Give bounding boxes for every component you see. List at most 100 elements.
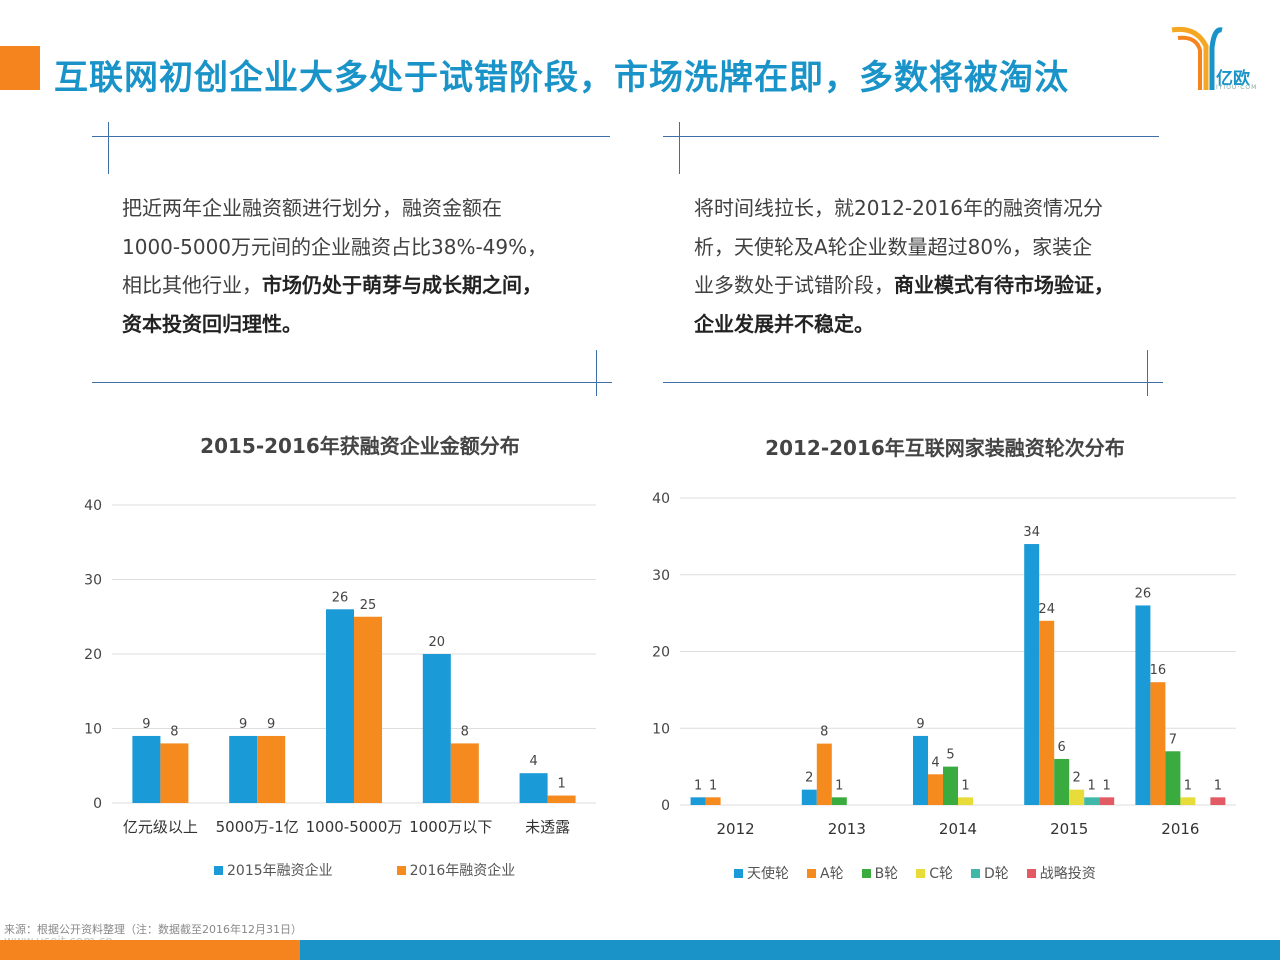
bar-4-2 [1165, 751, 1181, 805]
right-paragraph-line-2: 析，天使轮及A轮企业数量超过80%，家装企 [694, 234, 1093, 259]
legend-label: B轮 [874, 866, 899, 882]
chart-2-legend: 天使轮 A轮 B轮 C轮 D轮 战略投资 [734, 863, 1114, 883]
data-label: 4 [931, 755, 939, 770]
y-tick-label: 10 [84, 722, 102, 738]
logo-text: 亿欧 [1216, 69, 1250, 89]
data-label: 1 [1088, 778, 1096, 793]
bar-2-1 [354, 616, 382, 803]
legend-swatch [861, 868, 871, 878]
left-paragraph-line-3-bold: 市场仍处于萌芽与成长期之间， [262, 273, 542, 297]
x-tick-label: 2015 [1050, 820, 1088, 838]
legend-item: 2015年融资企业 [214, 860, 333, 880]
x-tick-label: 5000万-1亿 [216, 818, 299, 836]
bar-2-0 [913, 735, 928, 805]
x-tick-label: 2014 [939, 820, 977, 838]
chart-2-title: 2012-2016年互联网家装融资轮次分布 [765, 436, 1125, 460]
bar-3-1 [450, 743, 479, 803]
bar-2-3 [958, 797, 973, 805]
legend-swatch [916, 868, 926, 878]
title-marker [0, 46, 40, 90]
data-label: 2 [1073, 771, 1081, 786]
right-paragraph-line-4: 企业发展并不稳定。 [694, 305, 1164, 344]
page-title: 互联网初创企业大多处于试错阶段，市场洗牌在即，多数将被淘汰 [54, 58, 1069, 98]
y-tick-label: 20 [652, 645, 670, 661]
legend-label: 战略投资 [1039, 866, 1096, 882]
legend-swatch [970, 868, 980, 878]
data-label: 1 [835, 778, 843, 793]
y-tick-label: 30 [84, 573, 102, 589]
data-label: 25 [360, 598, 377, 613]
left-paragraph-line-4: 资本投资回归理性。 [122, 305, 602, 344]
legend-swatch [396, 865, 406, 875]
y-tick-label: 0 [661, 798, 670, 814]
legend-label: A轮 [820, 866, 844, 882]
right-paragraph-line-1: 将时间线拉长，就2012-2016年的融资情况分 [694, 196, 1104, 220]
data-label: 24 [1038, 602, 1055, 617]
data-label: 1 [694, 778, 702, 793]
legend-item: 天使轮 [734, 863, 789, 883]
legend-swatch [734, 868, 743, 878]
footer-bar-orange [0, 940, 300, 960]
bar-2-2 [943, 766, 958, 805]
data-label: 8 [170, 724, 178, 739]
right-paragraph-line-3-bold: 商业模式有待市场验证， [894, 273, 1114, 297]
right-paragraph-line-3-plain: 业多数处于试错阶段， [694, 273, 894, 297]
bar-0-0 [690, 797, 706, 805]
data-label: 9 [267, 717, 275, 732]
data-label: 1 [557, 777, 565, 792]
data-label: 1 [1184, 778, 1192, 793]
left-frame-top-tick [108, 122, 109, 174]
bar-2-0 [326, 609, 354, 803]
data-label: 7 [1169, 732, 1177, 747]
yiou-logo-icon [1171, 26, 1223, 90]
bar-1-1 [816, 743, 832, 805]
bar-1-0 [801, 789, 817, 805]
bar-0-1 [160, 743, 189, 803]
chart-1-legend: 2015年融资企业 2016年融资企业 [214, 860, 579, 880]
bar-3-2 [1054, 758, 1070, 805]
bar-4-0 [519, 773, 548, 803]
data-label: 9 [239, 717, 247, 732]
y-tick-label: 30 [652, 568, 670, 584]
legend-item: C轮 [916, 863, 953, 883]
data-label: 1 [961, 778, 969, 793]
bar-0-1 [705, 797, 721, 805]
x-tick-label: 2016 [1161, 820, 1199, 838]
bar-2-1 [928, 774, 943, 805]
data-label: 9 [916, 717, 924, 732]
bar-4-1 [547, 795, 576, 803]
left-paragraph-line-3: 相比其他行业，市场仍处于萌芽与成长期之间， [122, 266, 602, 305]
left-paragraph-line-2: 1000-5000万元间的企业融资占比38%-49%， [122, 234, 548, 259]
right-paragraph-line-4-bold: 企业发展并不稳定。 [694, 311, 874, 336]
y-tick-label: 40 [652, 491, 670, 507]
right-paragraph: 将时间线拉长，就2012-2016年的融资情况分 析，天使轮及A轮企业数量超过8… [694, 189, 1164, 343]
bar-0-0 [132, 735, 161, 803]
left-paragraph-line-3-plain: 相比其他行业， [122, 273, 262, 297]
x-tick-label: 1000万以下 [409, 818, 492, 836]
y-tick-label: 0 [93, 796, 102, 812]
x-tick-label: 未透露 [525, 818, 570, 836]
legend-swatch [214, 865, 223, 875]
y-tick-label: 20 [84, 647, 102, 663]
data-label: 9 [142, 717, 150, 732]
legend-item: B轮 [861, 863, 899, 883]
legend-item: D轮 [970, 863, 1009, 883]
bar-3-0 [422, 654, 451, 803]
data-label: 20 [429, 635, 446, 650]
left-frame-bottom-line [92, 382, 612, 383]
data-label: 1 [1214, 778, 1222, 793]
bar-3-4 [1084, 797, 1100, 805]
legend-label: 2015年融资企业 [227, 863, 333, 879]
y-tick-label: 10 [652, 721, 670, 737]
legend-item: 战略投资 [1026, 863, 1096, 883]
bar-4-3 [1180, 797, 1196, 805]
legend-swatch [1026, 868, 1036, 878]
data-label: 8 [461, 724, 469, 739]
bar-3-1 [1039, 620, 1055, 805]
left-paragraph-line-1: 把近两年企业融资额进行划分，融资金额在 [122, 196, 502, 220]
chart-1-funding-amount: 0 10 20 30 40 9 8 亿元级以上 9 9 5000万-1亿 26 25 1000-5000万… [84, 498, 596, 836]
data-label: 1 [1103, 778, 1111, 793]
bar-3-5 [1099, 797, 1115, 805]
data-label: 16 [1150, 663, 1167, 678]
